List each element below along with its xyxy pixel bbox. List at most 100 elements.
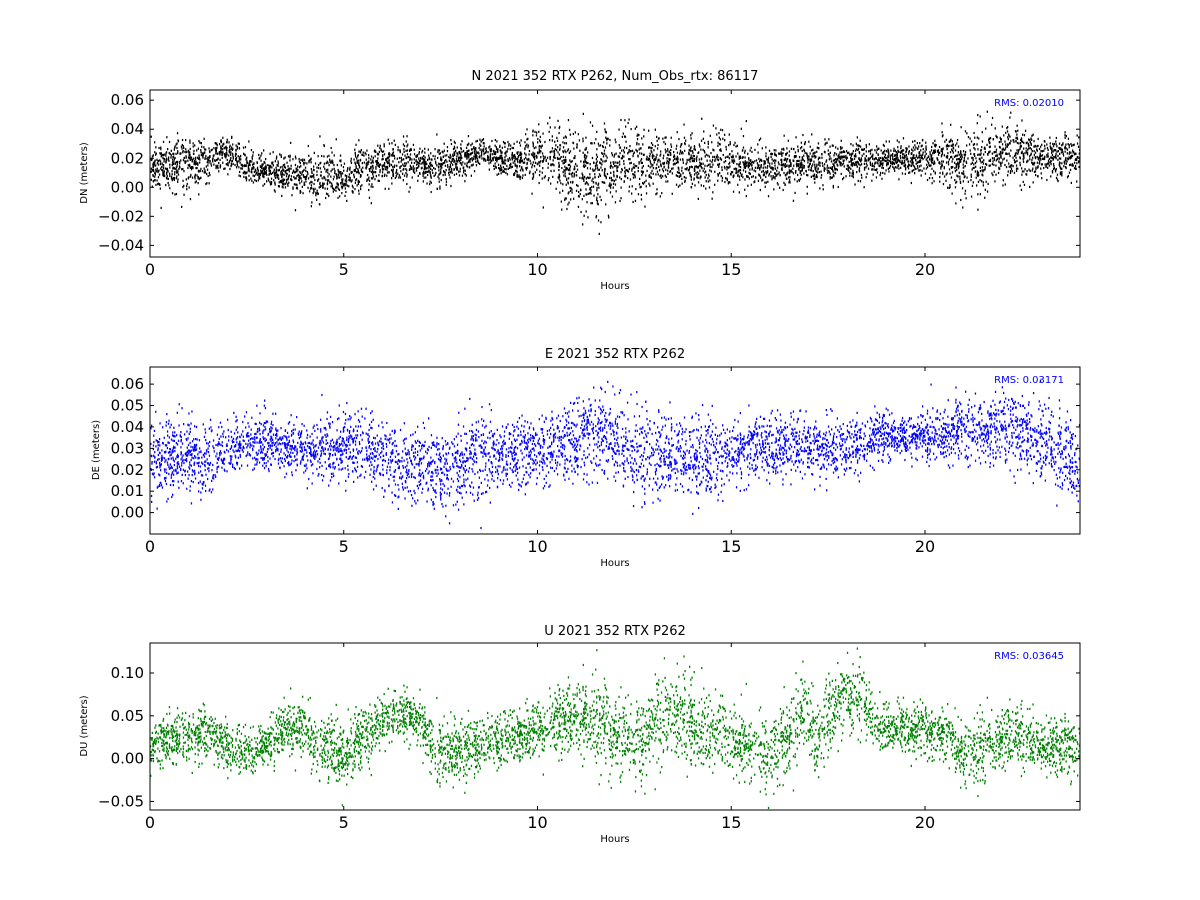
north-data-point <box>852 161 854 165</box>
north-data-point <box>1050 156 1053 159</box>
north-data-point <box>823 150 826 153</box>
north-data-point <box>561 166 563 170</box>
north-data-point <box>264 161 266 164</box>
north-data-point <box>851 174 853 177</box>
north-data-point <box>566 177 568 180</box>
north-data-point <box>1043 166 1045 170</box>
north-data-point <box>392 165 394 168</box>
north-data-point <box>155 170 158 173</box>
north-data-point <box>725 148 727 151</box>
north-data-point <box>837 164 839 167</box>
north-data-point <box>1032 167 1034 170</box>
north-data-point <box>562 141 564 144</box>
north-data-point <box>388 171 390 174</box>
north-data-point <box>231 135 233 138</box>
north-data-point <box>818 156 820 159</box>
north-data-point <box>324 167 326 170</box>
north-data-point <box>695 159 698 162</box>
north-data-point <box>287 177 290 180</box>
north-data-point <box>437 175 439 178</box>
north-data-point <box>634 127 636 130</box>
north-data-point <box>703 149 705 153</box>
north-data-point <box>568 177 570 180</box>
north-data-point <box>979 115 981 118</box>
north-data-point <box>177 160 179 163</box>
north-data-point <box>564 172 566 175</box>
north-data-point <box>346 174 348 178</box>
north-data-point <box>783 171 785 175</box>
north-data-point <box>1058 142 1061 145</box>
north-data-point <box>444 164 447 167</box>
north-data-point <box>337 170 340 173</box>
north-data-point <box>703 130 705 133</box>
north-data-point <box>882 164 884 167</box>
north-data-point <box>440 156 442 159</box>
north-data-point <box>816 176 818 179</box>
north-data-point <box>170 177 173 180</box>
north-data-point <box>1014 152 1017 155</box>
north-data-point <box>676 151 679 154</box>
north-data-point <box>966 176 968 179</box>
north-data-point <box>998 141 1000 144</box>
north-data-point <box>949 172 951 175</box>
north-data-point <box>165 151 168 154</box>
north-data-point <box>245 157 248 160</box>
north-data-point <box>824 143 826 146</box>
north-data-point <box>910 152 912 155</box>
north-data-point <box>532 134 534 137</box>
north-data-point <box>345 177 347 180</box>
north-data-point <box>941 150 943 153</box>
north-data-point <box>901 159 903 162</box>
north-data-point <box>677 166 680 169</box>
north-data-point <box>846 156 848 159</box>
north-data-point <box>450 142 453 146</box>
north-data-point <box>713 149 715 152</box>
north-data-point <box>973 166 975 169</box>
north-data-point <box>1022 160 1025 163</box>
north-data-point <box>432 171 434 174</box>
north-data-point <box>312 192 314 195</box>
north-data-point <box>1007 143 1009 146</box>
north-data-point <box>869 149 871 153</box>
north-data-point <box>458 158 460 161</box>
north-data-point <box>1031 150 1033 153</box>
north-data-point <box>900 166 902 169</box>
north-data-point <box>692 154 694 157</box>
north-data-point <box>328 154 330 157</box>
north-data-point <box>370 162 372 165</box>
north-data-point <box>354 161 356 164</box>
north-data-point <box>887 156 890 159</box>
north-data-point <box>867 167 870 170</box>
north-data-point <box>208 147 210 150</box>
north-data-point <box>774 159 776 162</box>
north-data-point <box>954 186 957 189</box>
north-data-point <box>493 167 495 171</box>
north-data-point <box>689 157 692 160</box>
north-data-point <box>830 160 833 163</box>
north-data-point <box>403 150 405 153</box>
north-data-point <box>766 171 769 174</box>
north-data-point <box>551 135 553 138</box>
north-data-point <box>885 150 888 153</box>
north-data-point <box>238 157 240 160</box>
north-data-point <box>608 184 611 187</box>
north-data-point <box>795 171 797 174</box>
north-data-point <box>257 171 259 174</box>
north-data-point <box>464 169 466 172</box>
north-data-point <box>973 163 975 166</box>
north-data-point <box>705 187 707 190</box>
north-data-point <box>179 152 181 155</box>
north-data-point <box>951 155 953 158</box>
north-data-point <box>283 165 286 168</box>
north-data-point <box>523 158 525 161</box>
north-data-point <box>721 176 724 179</box>
north-data-point <box>554 140 556 143</box>
north-data-point <box>854 183 856 186</box>
north-data-point <box>840 172 842 175</box>
north-data-point <box>631 167 633 170</box>
north-data-point <box>439 187 441 190</box>
north-data-point <box>651 155 653 158</box>
north-data-point <box>280 181 282 184</box>
north-data-point <box>885 159 887 162</box>
north-data-point <box>597 193 599 196</box>
